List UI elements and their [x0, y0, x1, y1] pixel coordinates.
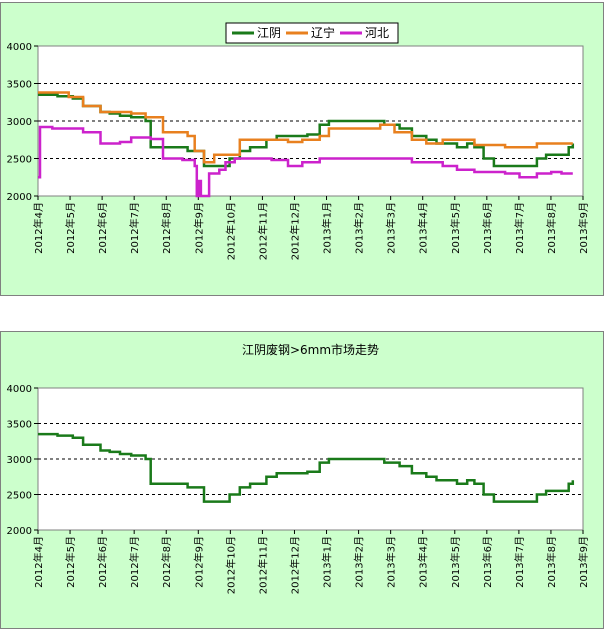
x-tick-label: 2013年9月 [577, 536, 590, 588]
y-tick-label: 4000 [7, 42, 32, 53]
x-tick-label: 2012年6月 [96, 536, 109, 588]
x-tick-label: 2012年5月 [64, 202, 77, 254]
x-tick-label: 2013年2月 [353, 202, 366, 254]
legend-box [225, 22, 399, 44]
x-tick-label: 2012年10月 [224, 202, 237, 260]
series-line-0 [38, 93, 575, 168]
series-line-1 [38, 91, 573, 164]
chart-panel-regional: 4000 3500 3000 2500 2000 2012年4月 2012年5月 2012年6… [0, 2, 604, 296]
x-tick-label: 2013年6月 [481, 202, 494, 254]
x-tick-label: 2013年4月 [417, 536, 430, 588]
series-line-0 [38, 432, 575, 503]
legend-label-2: 河北 [365, 26, 389, 40]
y-tick-label: 3500 [7, 80, 32, 91]
x-tick-label: 2012年12月 [288, 536, 301, 594]
chart-title: 江阴废钢>6mm市场走势 [242, 342, 379, 357]
y-tick-label: 3500 [7, 420, 32, 431]
x-tick-label: 2013年2月 [353, 536, 366, 588]
x-tick-label: 2012年11月 [256, 202, 269, 260]
chart-panel-jiangyin: 4000 3500 3000 2500 2000 2012年4月 2012年5月 2012年6… [0, 331, 604, 629]
x-tick-label: 2013年1月 [321, 202, 334, 254]
x-tick-label: 2013年7月 [513, 202, 526, 254]
x-tick-label: 2012年7月 [128, 536, 141, 588]
x-tick-label: 2012年10月 [224, 536, 237, 594]
x-tick-label: 2013年1月 [321, 536, 334, 588]
x-tick-label: 2013年6月 [481, 536, 494, 588]
y-tick-label: 2000 [7, 192, 32, 203]
x-tick-label: 2013年5月 [449, 536, 462, 588]
x-tick-label: 2013年9月 [577, 202, 590, 254]
y-tick-label: 3000 [7, 455, 32, 466]
x-tick-label: 2012年11月 [256, 536, 269, 594]
x-tick-label: 2013年8月 [545, 202, 558, 254]
x-tick-label: 2012年12月 [288, 202, 301, 260]
series-line-2 [38, 125, 573, 198]
x-tick-label: 2012年5月 [64, 536, 77, 588]
y-tick-label: 2500 [7, 155, 32, 166]
legend-label-0: 江阴 [257, 26, 281, 40]
x-tick-label: 2013年3月 [385, 202, 398, 254]
x-tick-label: 2013年8月 [545, 536, 558, 588]
x-tick-label: 2012年8月 [160, 536, 173, 588]
x-tick-label: 2012年7月 [128, 202, 141, 254]
x-tick-label: 2013年3月 [385, 536, 398, 588]
x-tick-label: 2012年4月 [32, 202, 45, 254]
y-tick-label: 3000 [7, 117, 32, 128]
x-tick-label: 2012年6月 [96, 202, 109, 254]
x-tick-label: 2012年9月 [192, 202, 205, 254]
x-tick-label: 2013年4月 [417, 202, 430, 254]
x-tick-label: 2012年8月 [160, 202, 173, 254]
y-tick-label: 2000 [7, 526, 32, 537]
x-tick-label: 2013年7月 [513, 536, 526, 588]
y-tick-label: 2500 [7, 491, 32, 502]
x-tick-label: 2012年9月 [192, 536, 205, 588]
legend-label-1: 辽宁 [311, 25, 335, 40]
x-tick-label: 2013年5月 [449, 202, 462, 254]
y-tick-label: 4000 [7, 384, 32, 395]
x-tick-label: 2012年4月 [32, 536, 45, 588]
